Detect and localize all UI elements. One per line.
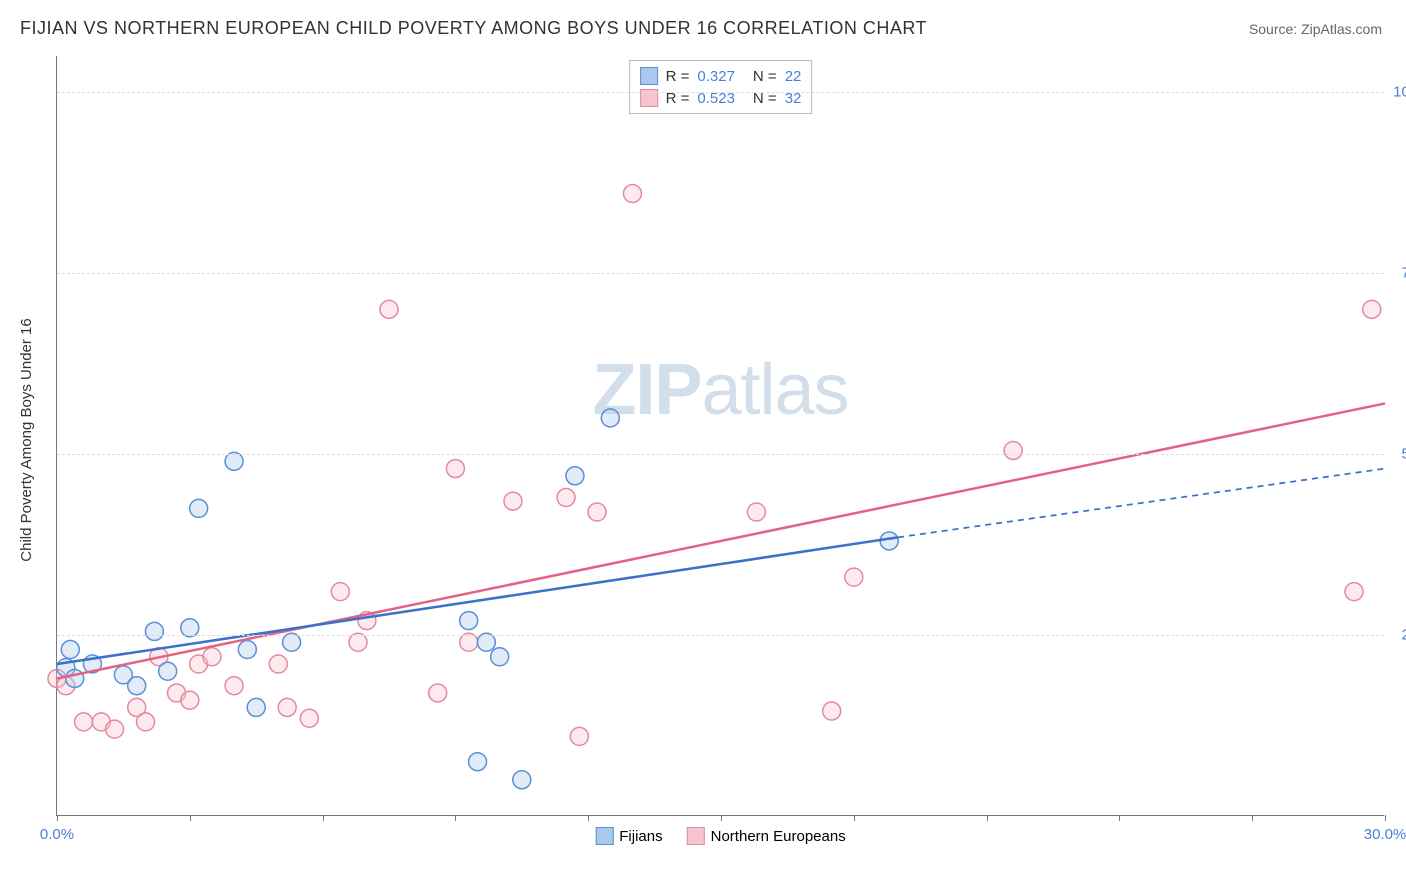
data-point bbox=[491, 648, 509, 666]
legend-series: Fijians Northern Europeans bbox=[595, 827, 845, 845]
x-tick bbox=[190, 815, 191, 821]
data-point bbox=[601, 409, 619, 427]
legend-swatch-ne-2 bbox=[687, 827, 705, 845]
source-attribution: Source: ZipAtlas.com bbox=[1249, 21, 1382, 37]
legend-swatch-fijians-2 bbox=[595, 827, 613, 845]
data-point bbox=[460, 612, 478, 630]
data-point bbox=[1363, 300, 1381, 318]
legend-item-fijians: Fijians bbox=[595, 827, 662, 845]
data-point bbox=[747, 503, 765, 521]
y-tick-label: 100.0% bbox=[1389, 84, 1406, 101]
data-point bbox=[203, 648, 221, 666]
data-point bbox=[61, 641, 79, 659]
data-point bbox=[247, 698, 265, 716]
data-point bbox=[880, 532, 898, 550]
header: FIJIAN VS NORTHERN EUROPEAN CHILD POVERT… bbox=[0, 0, 1406, 49]
x-tick bbox=[721, 815, 722, 821]
x-tick bbox=[854, 815, 855, 821]
x-tick-label: 30.0% bbox=[1364, 826, 1406, 843]
data-point bbox=[446, 460, 464, 478]
chart-plot-area: ZIPatlas R = 0.327 N = 22 R = 0.523 N = … bbox=[56, 56, 1384, 816]
data-point bbox=[513, 771, 531, 789]
data-point bbox=[557, 489, 575, 507]
trend-line bbox=[57, 403, 1385, 678]
plot-svg bbox=[57, 56, 1384, 815]
grid-line bbox=[57, 454, 1384, 455]
chart-title: FIJIAN VS NORTHERN EUROPEAN CHILD POVERT… bbox=[20, 18, 927, 39]
grid-line bbox=[57, 92, 1384, 93]
legend-item-ne: Northern Europeans bbox=[687, 827, 846, 845]
x-tick bbox=[323, 815, 324, 821]
legend-r-fijians: 0.327 bbox=[697, 68, 735, 85]
data-point bbox=[238, 641, 256, 659]
legend-label-ne: Northern Europeans bbox=[711, 828, 846, 845]
data-point bbox=[137, 713, 155, 731]
data-point bbox=[1004, 441, 1022, 459]
grid-line bbox=[57, 273, 1384, 274]
legend-r-label: R = bbox=[666, 68, 690, 85]
x-tick bbox=[1385, 815, 1386, 821]
data-point bbox=[504, 492, 522, 510]
y-tick-label: 50.0% bbox=[1389, 446, 1406, 463]
data-point bbox=[623, 185, 641, 203]
data-point bbox=[1345, 583, 1363, 601]
legend-row-ne: R = 0.523 N = 32 bbox=[640, 87, 802, 109]
data-point bbox=[566, 467, 584, 485]
data-point bbox=[159, 662, 177, 680]
data-point bbox=[66, 669, 84, 687]
data-point bbox=[429, 684, 447, 702]
data-point bbox=[190, 499, 208, 517]
x-tick bbox=[1119, 815, 1120, 821]
data-point bbox=[225, 677, 243, 695]
legend-label-fijians: Fijians bbox=[619, 828, 662, 845]
data-point bbox=[269, 655, 287, 673]
data-point bbox=[181, 691, 199, 709]
data-point bbox=[845, 568, 863, 586]
x-tick bbox=[1252, 815, 1253, 821]
data-point bbox=[145, 622, 163, 640]
data-point bbox=[128, 677, 146, 695]
y-tick-label: 75.0% bbox=[1389, 265, 1406, 282]
y-tick-label: 25.0% bbox=[1389, 627, 1406, 644]
data-point bbox=[75, 713, 93, 731]
data-point bbox=[380, 300, 398, 318]
data-point bbox=[106, 720, 124, 738]
data-point bbox=[588, 503, 606, 521]
trend-line bbox=[898, 469, 1385, 538]
x-tick-label: 0.0% bbox=[40, 826, 74, 843]
data-point bbox=[300, 709, 318, 727]
x-tick bbox=[987, 815, 988, 821]
legend-n-label: N = bbox=[753, 68, 777, 85]
x-tick bbox=[455, 815, 456, 821]
data-point bbox=[278, 698, 296, 716]
legend-correlation: R = 0.327 N = 22 R = 0.523 N = 32 bbox=[629, 60, 813, 114]
data-point bbox=[823, 702, 841, 720]
data-point bbox=[331, 583, 349, 601]
legend-row-fijians: R = 0.327 N = 22 bbox=[640, 65, 802, 87]
x-tick bbox=[588, 815, 589, 821]
legend-n-fijians: 22 bbox=[785, 68, 802, 85]
data-point bbox=[570, 727, 588, 745]
data-point bbox=[469, 753, 487, 771]
grid-line bbox=[57, 635, 1384, 636]
y-axis-label: Child Poverty Among Boys Under 16 bbox=[18, 318, 35, 561]
x-tick bbox=[57, 815, 58, 821]
legend-swatch-fijians bbox=[640, 67, 658, 85]
